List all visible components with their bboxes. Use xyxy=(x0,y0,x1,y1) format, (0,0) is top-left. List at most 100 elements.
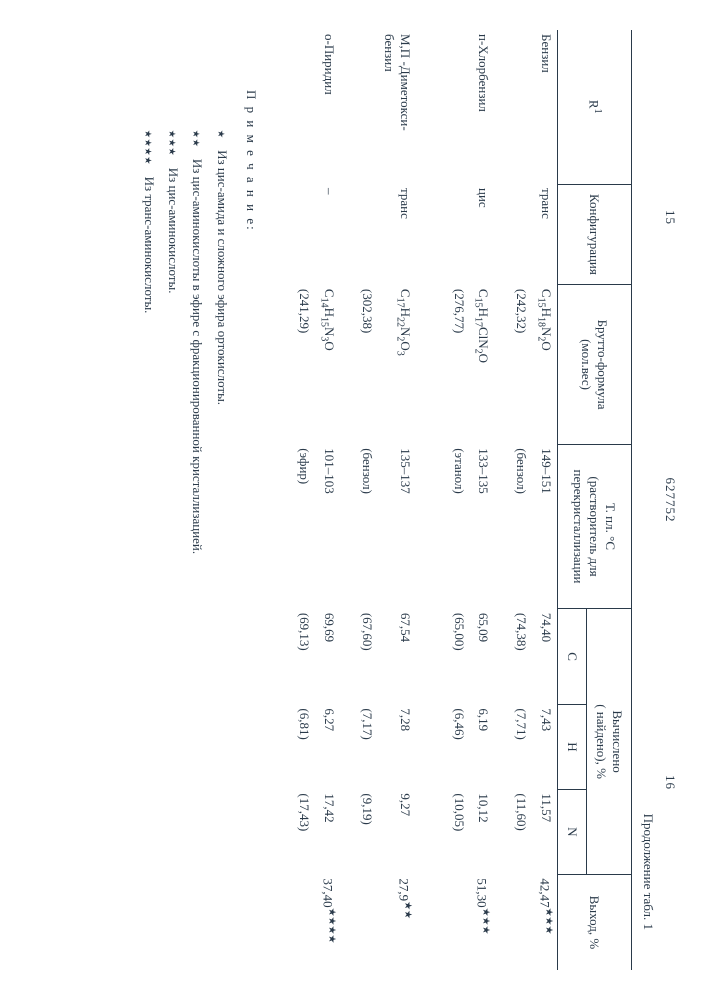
footnotes: П р и м е ч а н и е: ★ Из цис-амида и сл… xyxy=(136,90,263,970)
cell-h: 6,19 xyxy=(470,704,495,789)
cell-config: – xyxy=(315,184,340,285)
th-formula-l2: (мол.вес) xyxy=(580,339,595,390)
footnote-mark: ★★★ xyxy=(165,130,180,156)
cell-h: 6,27 xyxy=(315,704,340,789)
table-row-found: (302,38) (бензол) (67,60) (7,17) (9,19) xyxy=(356,30,378,970)
table-row-found: (241,29) (эфир) (69,13) (6,81) (17,43) xyxy=(293,30,315,970)
yield-stars: ★★★★ xyxy=(326,908,337,944)
cell-yield: 27,9★★ xyxy=(378,874,416,970)
cell-n: 10,12 xyxy=(470,789,495,874)
th-formula: Брутто-формула (мол.вес) xyxy=(558,285,632,444)
cell-r1: М,П -Диметокси- бензил xyxy=(378,30,416,184)
footnote-3: ★★★ Из цис-аминокислоты. xyxy=(161,90,185,970)
th-config: Конфигурация xyxy=(558,184,632,285)
table-row: о-Пиридил – C14H15N3O 101–103 69,69 6,27… xyxy=(315,30,340,970)
cell-n: 11,57 xyxy=(532,789,557,874)
page-number-right: 16 xyxy=(662,775,678,790)
table-row: М,П -Диметокси- бензил транс C17H22N2O3 … xyxy=(378,30,416,970)
page: 15 627752 16 Продолжение табл. 1 R1 Конф… xyxy=(0,0,707,1000)
th-calc: Вычислено ( найдено), % xyxy=(587,609,632,875)
cell-solvent: (бензол) xyxy=(356,444,378,609)
rotated-content: 15 627752 16 Продолжение табл. 1 R1 Конф… xyxy=(28,30,678,970)
yield-value: 42,47 xyxy=(538,878,553,907)
yield-stars: ★★★ xyxy=(543,908,554,935)
cell-c: 67,54 xyxy=(378,609,416,705)
cell-n: 9,27 xyxy=(378,789,416,874)
th-mp-l1: Т. пл. °С xyxy=(604,503,619,550)
th-calc-l2: ( найдено), % xyxy=(594,704,609,779)
table-head: R1 Конфигурация Брутто-формула (мол.вес)… xyxy=(558,30,632,970)
th-r1: R1 xyxy=(558,30,632,184)
cell-r1: п-Хлорбензил xyxy=(470,30,495,184)
footnote-text: Из цис-аминокислоты. xyxy=(166,168,181,294)
cell-nf: (17,43) xyxy=(293,789,315,874)
cell-mp: 149–151 xyxy=(532,444,557,609)
cell-yield: 42,47★★★ xyxy=(532,874,557,970)
footnote-1: ★ Из цис-амида и сложного эфира ортокисл… xyxy=(209,90,233,970)
cell-formula: C17H22N2O3 xyxy=(378,285,416,444)
table-row-found: (276,77) (этанол) (65,00) (6,46) (10,05) xyxy=(448,30,470,970)
footnote-mark: ★★★★ xyxy=(141,130,156,165)
cell-h: 7,28 xyxy=(378,704,416,789)
cell-nf: (11,60) xyxy=(510,789,532,874)
page-number-row: 15 627752 16 xyxy=(656,30,678,970)
th-mp-l2: (растворитель для xyxy=(588,476,603,576)
cell-solvent: (бензол) xyxy=(510,444,532,609)
cell-molwt: (302,38) xyxy=(356,285,378,444)
cell-config: цис xyxy=(470,184,495,285)
th-mp: Т. пл. °С (растворитель для перекристалл… xyxy=(558,444,632,609)
table-caption: Продолжение табл. 1 xyxy=(632,30,656,970)
cell-hf: (7,17) xyxy=(356,704,378,789)
cell-formula: C14H15N3O xyxy=(315,285,340,444)
cell-cf: (74,38) xyxy=(510,609,532,705)
footnote-2: ★★ Из цис-аминокислоты в эфире с фракцио… xyxy=(185,90,209,970)
th-c: C xyxy=(558,609,587,705)
cell-nf: (9,19) xyxy=(356,789,378,874)
yield-stars: ★★★ xyxy=(480,908,491,935)
cell-cf: (67,60) xyxy=(356,609,378,705)
cell-hf: (6,46) xyxy=(448,704,470,789)
table-row: п-Хлорбензил цис C15H17ClN2O 133–135 65,… xyxy=(470,30,495,970)
footnotes-lead: П р и м е ч а н и е: xyxy=(240,90,263,970)
th-yield: Выход, % xyxy=(558,874,632,970)
th-h: H xyxy=(558,704,587,789)
cell-c: 69,69 xyxy=(315,609,340,705)
footnote-4: ★★★★ Из транс-аминокислоты. xyxy=(136,90,160,970)
cell-r1-line2: бензил xyxy=(382,34,397,72)
cell-mp: 135–137 xyxy=(378,444,416,609)
cell-r1: о-Пиридил xyxy=(315,30,340,184)
cell-n: 17,42 xyxy=(315,789,340,874)
cell-solvent: (эфир) xyxy=(293,444,315,609)
cell-r1: Бензил xyxy=(532,30,557,184)
table-row: Бензил транс C15H18N2O 149–151 74,40 7,4… xyxy=(532,30,557,970)
patent-number: 627752 xyxy=(662,478,678,523)
cell-nf: (10,05) xyxy=(448,789,470,874)
th-calc-l1: Вычислено xyxy=(610,710,625,772)
cell-c: 74,40 xyxy=(532,609,557,705)
yield-value: 27,9 xyxy=(396,878,411,901)
footnote-text: Из транс-аминокислоты. xyxy=(142,177,157,314)
yield-value: 51,30 xyxy=(475,878,490,907)
footnote-text: Из цис-аминокислоты в эфире с фракционир… xyxy=(190,159,205,554)
cell-h: 7,43 xyxy=(532,704,557,789)
th-n: N xyxy=(558,789,587,874)
cell-yield: 37,40★★★★ xyxy=(315,874,340,970)
yield-stars: ★★ xyxy=(402,901,413,919)
cell-hf: (7,71) xyxy=(510,704,532,789)
cell-solvent: (этанол) xyxy=(448,444,470,609)
table-body: Бензил транс C15H18N2O 149–151 74,40 7,4… xyxy=(293,30,557,970)
cell-molwt: (242,32) xyxy=(510,285,532,444)
cell-hf: (6,81) xyxy=(293,704,315,789)
cell-cf: (65,00) xyxy=(448,609,470,705)
cell-mp: 133–135 xyxy=(470,444,495,609)
cell-r1-line1: М,П -Диметокси- xyxy=(398,34,413,131)
cell-cf: (69,13) xyxy=(293,609,315,705)
cell-formula: C15H17ClN2O xyxy=(470,285,495,444)
data-table: R1 Конфигурация Брутто-формула (мол.вес)… xyxy=(293,30,632,970)
footnote-mark: ★ xyxy=(214,130,229,139)
cell-config: транс xyxy=(532,184,557,285)
footnote-mark: ★★ xyxy=(189,130,204,148)
cell-formula: C15H18N2O xyxy=(532,285,557,444)
table-row-found: (242,32) (бензол) (74,38) (7,71) (11,60) xyxy=(510,30,532,970)
cell-yield: 51,30★★★ xyxy=(470,874,495,970)
